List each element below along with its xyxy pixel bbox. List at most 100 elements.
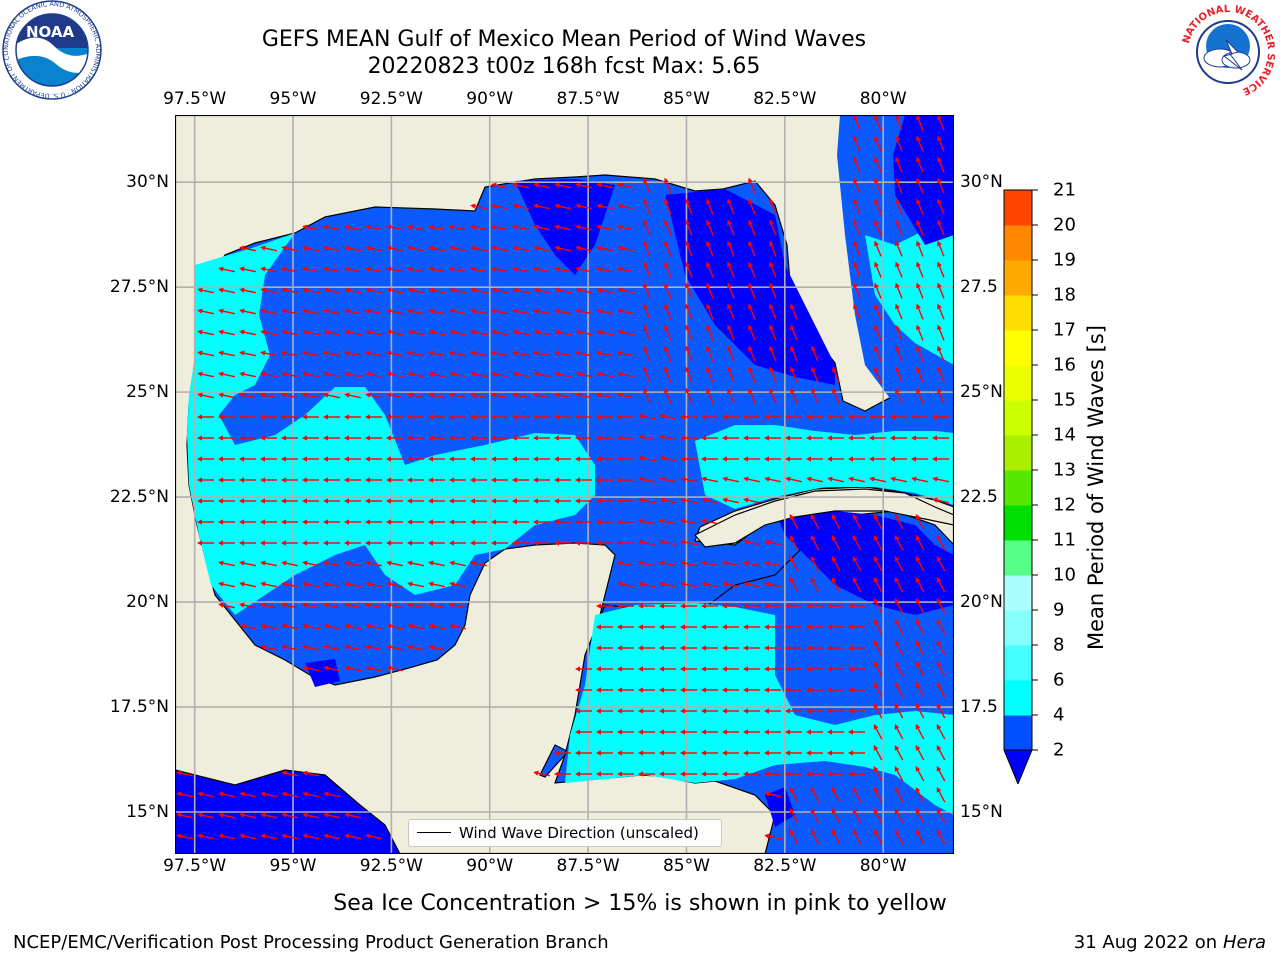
wind-arrow	[218, 602, 235, 609]
wind-arrow	[575, 750, 592, 756]
wind-arrow	[617, 666, 634, 672]
wind-arrow	[701, 476, 718, 483]
wind-arrow	[932, 476, 949, 483]
cyan-region-florida	[865, 225, 954, 365]
wind-arrow	[806, 414, 823, 420]
wind-arrow	[302, 414, 319, 420]
wind-arrow	[617, 182, 634, 189]
wind-arrow	[533, 350, 550, 357]
wind-arrow	[932, 435, 949, 441]
wind-arrow	[706, 303, 714, 320]
wind-arrow	[895, 177, 903, 194]
wind-arrow	[386, 581, 403, 588]
wind-arrow	[596, 329, 613, 336]
wind-arrow	[260, 477, 277, 483]
wind-arrow	[407, 519, 424, 525]
wind-arrow	[554, 245, 571, 252]
wind-arrow	[596, 750, 613, 756]
wind-arrow	[239, 602, 256, 609]
wind-arrow	[239, 581, 256, 588]
wind-arrow	[936, 535, 946, 551]
wind-arrow	[344, 498, 361, 504]
wind-arrow	[638, 518, 655, 525]
wind-arrow	[680, 539, 697, 546]
wind-arrow	[302, 456, 319, 462]
wind-arrow	[470, 477, 487, 483]
wind-arrow	[701, 518, 718, 525]
wind-arrow	[701, 603, 718, 609]
lon-label-bottom-2: 92.5°W	[359, 856, 423, 876]
wind-arrow	[617, 581, 634, 588]
wind-wave-arrows	[176, 115, 949, 845]
colorbar-segment-11	[1004, 330, 1032, 366]
colorbar-segment-15	[1004, 190, 1032, 226]
wind-arrow	[344, 602, 361, 609]
wind-arrow	[596, 245, 613, 252]
wind-arrow	[701, 560, 718, 567]
wind-arrow	[722, 708, 739, 714]
wind-arrow	[789, 829, 799, 845]
wind-arrow	[575, 350, 592, 357]
colorbar-tick-2: 6	[1053, 669, 1065, 691]
wind-arrow	[617, 414, 634, 420]
wind-arrow	[937, 198, 945, 215]
lat-label-right-3: 22.5	[960, 487, 998, 508]
wind-arrow	[748, 387, 756, 404]
wind-arrow	[748, 219, 756, 236]
wind-arrow	[323, 560, 340, 567]
footer-branch: NCEP/EMC/Verification Post Processing Pr…	[13, 932, 609, 953]
wind-arrow	[554, 456, 571, 462]
wind-arrow	[659, 603, 676, 609]
wind-arrow	[554, 540, 571, 546]
wind-arrow	[407, 560, 424, 567]
wind-arrow	[260, 644, 277, 651]
wind-arrow	[302, 245, 319, 252]
wind-arrow	[323, 540, 340, 546]
wind-arrow	[727, 366, 735, 383]
wind-arrow	[533, 371, 550, 378]
wind-arrow	[659, 434, 676, 441]
wind-arrow	[386, 498, 403, 504]
wind-arrow	[260, 456, 277, 462]
wind-arrow	[344, 245, 361, 252]
wind-arrow	[302, 308, 319, 315]
wind-arrow	[659, 729, 676, 735]
wind-arrow	[260, 414, 277, 420]
wind-arrow	[936, 682, 946, 698]
wind-arrow	[260, 560, 277, 567]
wind-arrow	[491, 477, 508, 483]
wind-arrow	[281, 329, 298, 336]
wind-arrow	[407, 371, 424, 378]
wind-arrow	[344, 224, 361, 231]
wind-arrow	[806, 456, 823, 462]
wind-arrow	[722, 687, 739, 693]
wind-arrow	[852, 556, 862, 572]
wind-arrow	[386, 308, 403, 315]
wind-arrow	[449, 560, 466, 567]
wind-arrow	[554, 435, 571, 441]
chart-subtitle: 20220823 t00z 168h fcst Max: 5.65	[367, 54, 761, 79]
wind-arrow	[831, 577, 841, 593]
wind-arrow	[638, 413, 655, 420]
wind-arrow	[512, 414, 529, 420]
wind-arrow	[344, 371, 361, 378]
wind-arrow	[916, 366, 924, 383]
wind-arrow	[554, 519, 571, 525]
wind-arrow	[512, 329, 529, 336]
lat-label-left-5: 17.5°N	[109, 697, 169, 718]
legend-label: Wind Wave Direction (unscaled)	[459, 824, 699, 842]
wind-arrow	[706, 387, 714, 404]
wind-arrow	[727, 345, 735, 362]
wind-arrow	[428, 498, 445, 504]
lon-label-top-3: 90°W	[466, 89, 514, 109]
wind-arrow	[218, 519, 235, 525]
svg-text:NOAA: NOAA	[26, 23, 75, 41]
wind-arrow	[218, 392, 235, 399]
wind-arrow	[638, 434, 655, 441]
wind-arrow	[916, 324, 924, 341]
wind-arrow	[916, 156, 924, 173]
wind-arrow	[895, 324, 903, 341]
wind-arrow	[873, 598, 883, 614]
wind-arrow	[575, 435, 592, 441]
wind-arrow	[344, 392, 361, 399]
